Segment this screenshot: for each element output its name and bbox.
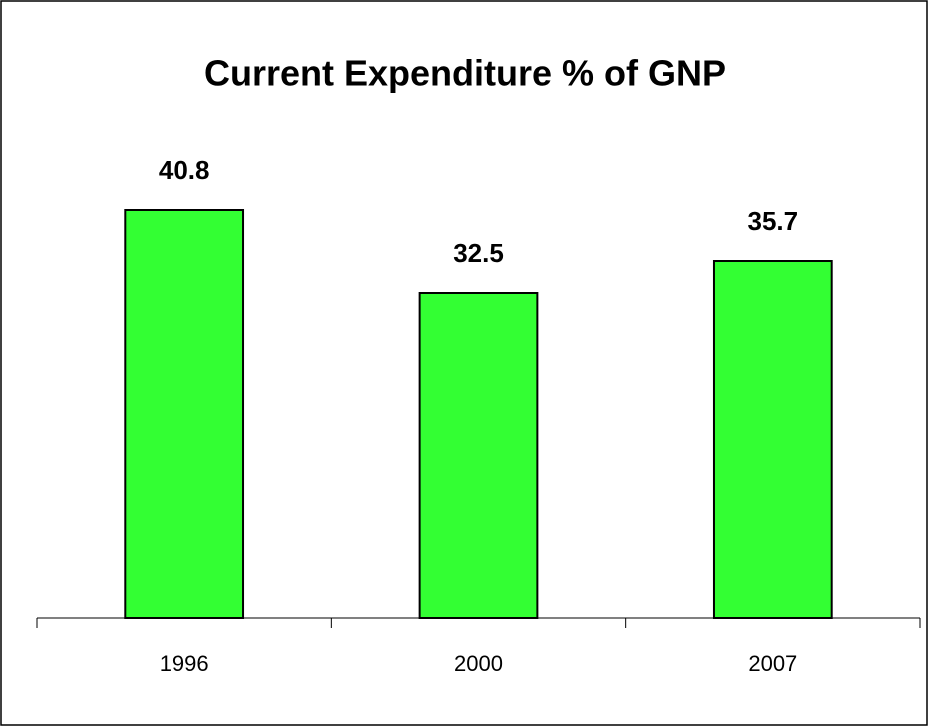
x-tick-label: 2000 <box>454 651 503 676</box>
x-tick-label: 1996 <box>160 651 209 676</box>
bar <box>712 260 833 619</box>
x-tick-label: 2007 <box>748 651 797 676</box>
bar <box>418 292 539 619</box>
bar <box>124 209 245 619</box>
data-label: 35.7 <box>748 206 799 236</box>
chart-title: Current Expenditure % of GNP <box>204 53 726 94</box>
data-label: 32.5 <box>453 238 504 268</box>
data-label: 40.8 <box>159 155 210 185</box>
